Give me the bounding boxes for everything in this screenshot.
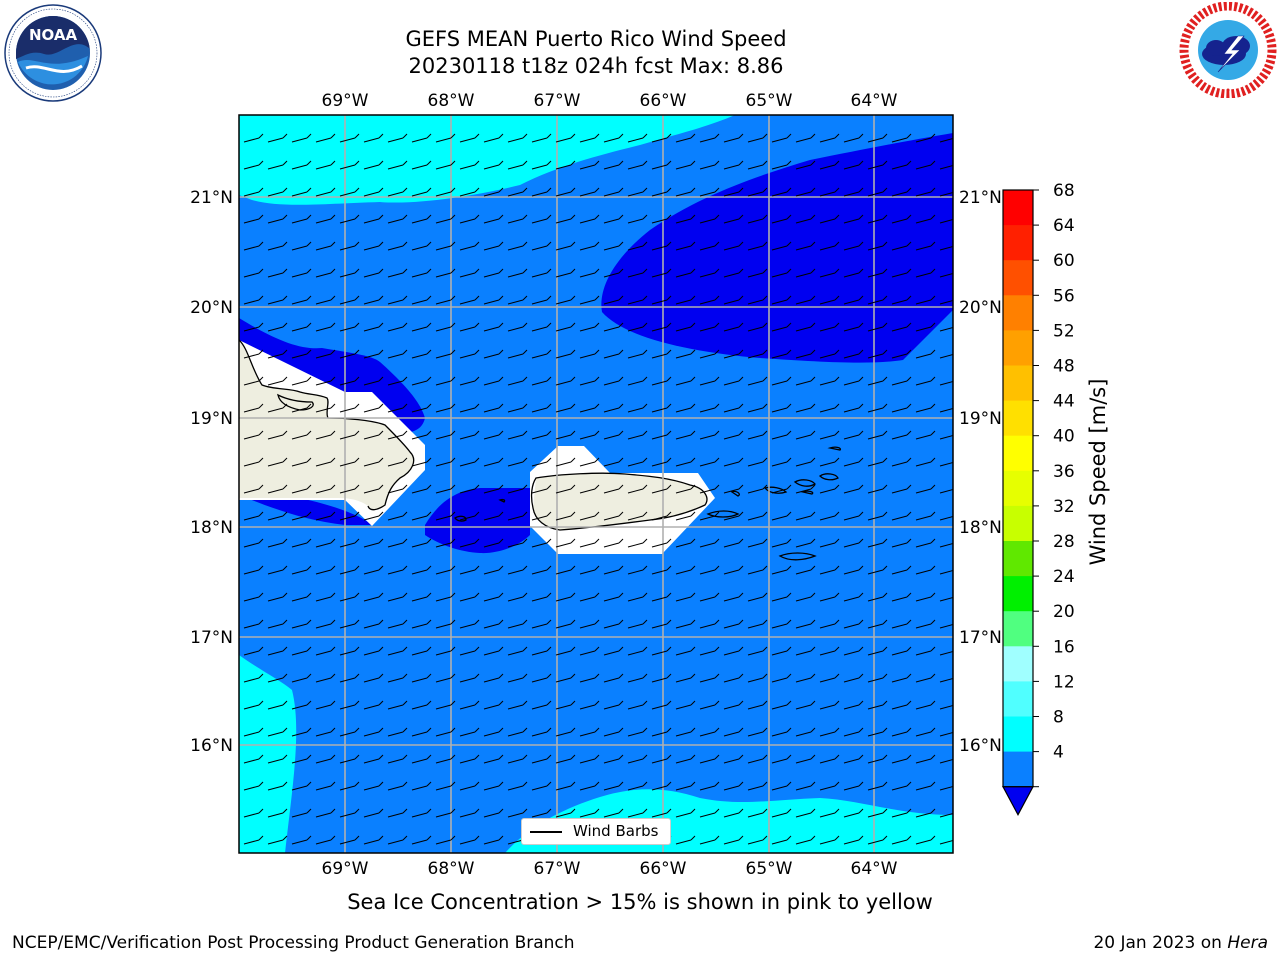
lon-label-bottom: 69°W [322,859,369,879]
footer-date-text: 20 Jan 2023 on [1093,933,1227,953]
colorbar-label: Wind Speed [m/s] [1086,379,1110,566]
colorbar-segment [1003,717,1033,753]
colorbar: 68 64 60 56 52 48 44 40 36 32 28 24 20 16 12 8 4 [1003,181,1075,815]
colorbar-segment [1003,260,1033,296]
colorbar-segment [1003,366,1033,402]
lat-label-left: 17°N [190,628,233,648]
lon-label-top: 64°W [851,91,898,111]
lat-label-right: 19°N [959,409,1002,429]
colorbar-segment [1003,225,1033,261]
lat-label-right: 18°N [959,518,1002,538]
lon-label-bottom: 64°W [851,859,898,879]
colorbar-tick-label: 68 [1053,181,1075,201]
colorbar-tick-label: 20 [1053,602,1075,622]
colorbar-segment [1003,541,1033,577]
legend: Wind Barbs [521,818,671,845]
colorbar-segment [1003,576,1033,612]
colorbar-tick-label: 16 [1053,637,1075,657]
lat-label-right: 17°N [959,628,1002,648]
colorbar-tick-label: 48 [1053,357,1075,377]
footer-credit: NCEP/EMC/Verification Post Processing Pr… [12,933,575,953]
colorbar-tick-label: 52 [1053,321,1075,341]
colorbar-tick-label: 32 [1053,497,1075,517]
colorbar-tick-label: 44 [1053,392,1075,412]
legend-barb-symbol [530,831,562,833]
lon-label-top: 69°W [322,91,369,111]
lat-label-left: 18°N [190,518,233,538]
footer-host: Hera [1227,933,1268,953]
wind-speed-map: 69°W 69°W 68°W 68°W 67°W 67°W 66°W 66°W 65°W 65°W… [0,0,1280,960]
lon-label-bottom: 67°W [534,859,581,879]
lon-label-top: 65°W [746,91,793,111]
lat-label-left: 21°N [190,188,233,208]
colorbar-tick-label: 28 [1053,532,1075,552]
lat-label-left: 20°N [190,298,233,318]
colorbar-segment [1003,471,1033,507]
colorbar-segment [1003,401,1033,437]
lon-label-top: 66°W [640,91,687,111]
colorbar-tick-label: 40 [1053,427,1075,447]
colorbar-extend-arrow [1003,787,1033,815]
colorbar-segment [1003,190,1033,226]
colorbar-segment [1003,752,1033,788]
lon-label-bottom: 65°W [746,859,793,879]
colorbar-segment [1003,611,1033,647]
colorbar-tick-label: 4 [1053,743,1064,763]
lon-label-top: 68°W [428,91,475,111]
map-panel [239,115,959,853]
lat-label-right: 21°N [959,188,1002,208]
colorbar-tick-label: 8 [1053,708,1064,728]
colorbar-tick-label: 24 [1053,567,1075,587]
colorbar-tick-label: 36 [1053,462,1075,482]
colorbar-tick-label: 60 [1053,251,1075,271]
footer-date: 20 Jan 2023 on Hera [1093,933,1268,953]
lat-label-left: 16°N [190,736,233,756]
colorbar-tick-label: 12 [1053,672,1075,692]
colorbar-tick-label: 56 [1053,286,1075,306]
colorbar-tick-label: 64 [1053,216,1075,236]
sea-ice-note: Sea Ice Concentration > 15% is shown in … [240,890,1040,914]
lon-label-bottom: 68°W [428,859,475,879]
lon-label-bottom: 66°W [640,859,687,879]
lat-label-right: 20°N [959,298,1002,318]
colorbar-segment [1003,646,1033,682]
lat-label-right: 16°N [959,736,1002,756]
colorbar-segment [1003,681,1033,717]
colorbar-segment [1003,330,1033,366]
legend-label: Wind Barbs [573,822,658,840]
colorbar-segment [1003,506,1033,542]
colorbar-segment [1003,295,1033,331]
colorbar-segment [1003,436,1033,472]
lon-label-top: 67°W [534,91,581,111]
lat-label-left: 19°N [190,409,233,429]
